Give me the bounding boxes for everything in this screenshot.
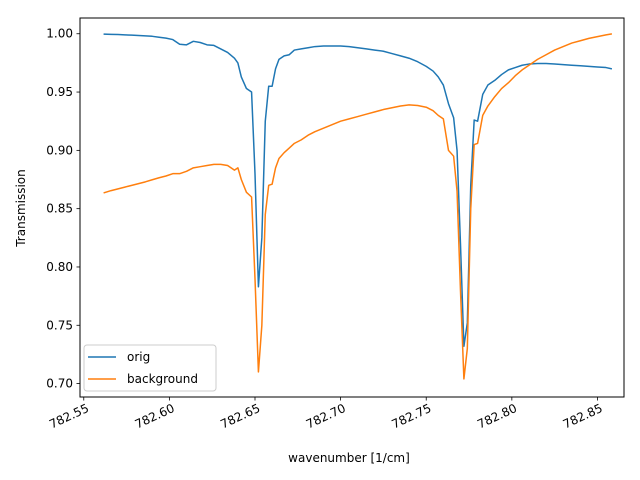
y-axis-ticks: 0.70 0.75 0.80 0.85 0.90 0.95 1.00 (46, 27, 80, 391)
y-tick-label: 0.85 (46, 202, 73, 216)
plot-frame (79, 17, 625, 398)
series-line-orig (103, 33, 613, 348)
x-axis-label: wavenumber [1/cm] (288, 451, 410, 465)
y-tick-label: 0.90 (46, 143, 73, 157)
y-tick-label: 0.95 (46, 85, 73, 99)
y-tick-label: 0.75 (46, 318, 73, 332)
y-tick-label: 0.70 (46, 377, 73, 391)
legend-box (83, 344, 217, 392)
legend-label-orig: orig (127, 350, 150, 364)
legend-label-background: background (127, 372, 198, 386)
series-line-background (103, 33, 613, 380)
y-axis-label: Transmission (14, 169, 28, 248)
plot-area (103, 33, 613, 380)
y-tick-label: 0.80 (46, 260, 73, 274)
legend: orig background (83, 344, 217, 392)
y-tick-label: 1.00 (46, 27, 73, 41)
series-layer (103, 33, 613, 380)
